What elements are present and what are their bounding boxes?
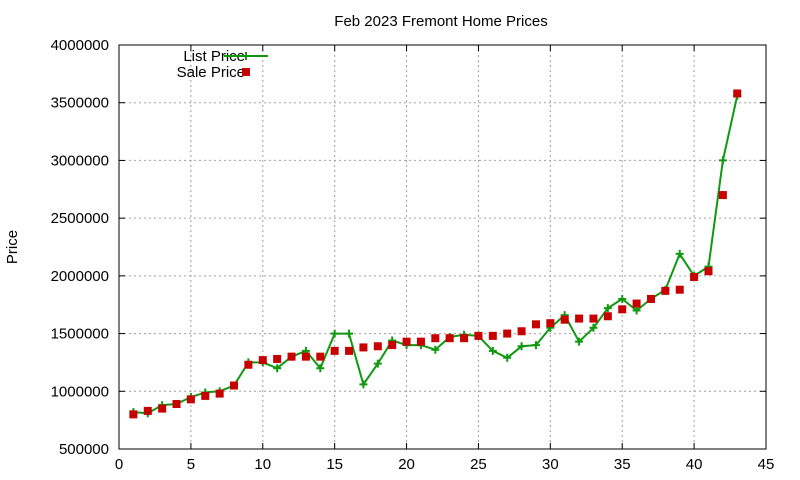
x-tick-label: 10	[254, 456, 271, 473]
sale-price-point	[244, 360, 253, 369]
sale-price-point	[287, 352, 296, 361]
list-price-point	[503, 353, 512, 362]
y-tick-label: 2500000	[51, 210, 109, 227]
legend-label-sale-price: Sale Price	[177, 64, 245, 81]
series	[129, 89, 742, 419]
axes: 0 5 10 15 20 25 30 35 40 45 500000 1000000 1500000 20…	[51, 37, 775, 473]
sale-price-point	[603, 312, 612, 321]
sale-price-point	[661, 286, 670, 295]
sale-price-point	[129, 410, 138, 419]
sale-price-point	[301, 352, 310, 361]
list-price-point	[488, 346, 497, 355]
list-price-point	[632, 306, 641, 315]
x-tick-label: 5	[187, 456, 195, 473]
sale-price-point	[373, 342, 382, 351]
sale-price-point	[503, 329, 512, 338]
sale-price-point	[733, 89, 742, 98]
sale-price-point	[632, 299, 641, 308]
list-price-line	[133, 95, 739, 415]
sale-price-point	[330, 346, 339, 355]
sale-price-point	[345, 346, 354, 355]
list-price-point	[345, 329, 354, 338]
list-price-point	[373, 359, 382, 368]
legend-marker-sale-price	[242, 68, 250, 76]
x-tick-label: 30	[542, 456, 559, 473]
y-tick-label: 4000000	[51, 37, 109, 54]
sale-price-point	[488, 331, 497, 340]
sale-price-point	[215, 389, 224, 398]
sale-price-point	[186, 395, 195, 404]
sale-price-point	[460, 334, 469, 343]
list-price-point	[431, 345, 440, 354]
x-tick-label: 40	[686, 456, 703, 473]
list-price-point	[603, 304, 612, 313]
plot-frame	[118, 44, 767, 450]
sale-price-point	[258, 356, 267, 365]
sale-price-point	[704, 267, 713, 276]
list-price-point	[675, 249, 684, 258]
y-tick-label: 2000000	[51, 268, 109, 285]
sale-price-point	[646, 294, 655, 303]
list-price-point	[718, 156, 727, 165]
list-price-point	[589, 323, 598, 332]
y-tick-label: 500000	[59, 441, 109, 458]
y-tick-label: 1000000	[51, 383, 109, 400]
sale-price-point	[589, 314, 598, 323]
sale-price-point	[316, 352, 325, 361]
grid-lines	[119, 45, 766, 449]
list-price-point	[517, 342, 526, 351]
sale-price-point	[172, 399, 181, 408]
sale-price-point	[531, 320, 540, 329]
legend-label-list-price: List Price	[183, 48, 245, 65]
sale-price-point	[560, 315, 569, 324]
sale-price-point	[402, 337, 411, 346]
y-tick-label: 3000000	[51, 152, 109, 169]
sale-price-point	[675, 285, 684, 294]
x-tick-label: 25	[470, 456, 487, 473]
legend-marker-list-price	[242, 52, 250, 60]
x-tick-label: 20	[398, 456, 415, 473]
sale-price-point	[359, 343, 368, 352]
list-price-point	[618, 294, 627, 303]
y-axis-label: Price	[4, 230, 21, 264]
sale-price-point	[517, 327, 526, 336]
sale-price-point	[143, 406, 152, 415]
x-tick-label: 15	[326, 456, 343, 473]
y-tick-label: 1500000	[51, 326, 109, 343]
sale-price-point	[546, 319, 555, 328]
sale-price-point	[158, 404, 167, 413]
sale-price-point	[718, 191, 727, 200]
x-tick-label: 35	[614, 456, 631, 473]
sale-price-point	[474, 331, 483, 340]
list-price-point	[330, 329, 339, 338]
x-tick-label: 0	[115, 456, 123, 473]
list-price-point	[273, 364, 282, 373]
list-price-point	[575, 337, 584, 346]
chart-title: Feb 2023 Fremont Home Prices	[334, 13, 547, 30]
sale-price-point	[416, 337, 425, 346]
sale-price-point	[690, 273, 699, 282]
sale-price-point	[575, 314, 584, 323]
sale-price-point	[618, 305, 627, 314]
sale-price-point	[201, 391, 210, 400]
x-tick-label: 45	[758, 456, 775, 473]
sale-price-point	[388, 341, 397, 350]
list-price-point	[316, 364, 325, 373]
y-tick-label: 3500000	[51, 95, 109, 112]
sale-price-point	[273, 354, 282, 363]
sale-price-point	[230, 381, 239, 390]
list-price-point	[531, 341, 540, 350]
sale-price-point	[445, 334, 454, 343]
sale-price-point	[431, 334, 440, 343]
list-price-point	[359, 380, 368, 389]
